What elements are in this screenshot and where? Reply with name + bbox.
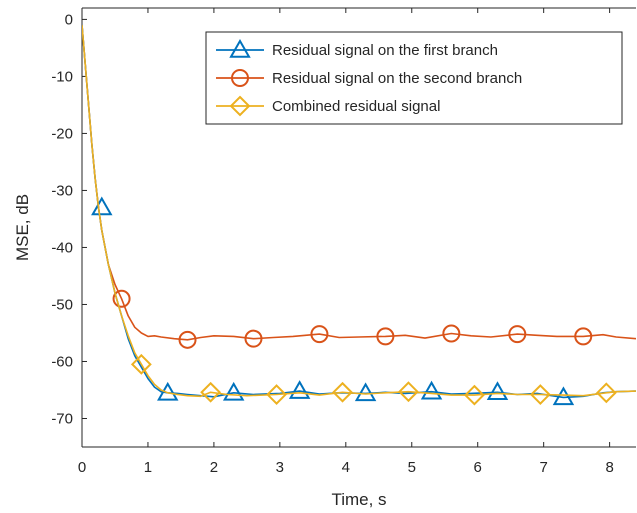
diamond-marker — [529, 384, 551, 405]
y-tick-label: -50 — [51, 296, 73, 313]
diamond-marker — [595, 382, 617, 404]
x-tick-label: 8 — [605, 459, 613, 476]
series-line-diamond — [82, 25, 636, 398]
diamond-marker — [398, 381, 419, 403]
series-group — [82, 25, 636, 406]
circle-marker — [244, 329, 263, 348]
y-tick-label: -10 — [51, 68, 73, 85]
y-tick-label: -20 — [51, 125, 73, 142]
y-tick-label: -40 — [51, 239, 73, 256]
triangle-marker — [91, 196, 113, 216]
circle-marker — [376, 327, 395, 346]
diamond-marker — [130, 353, 152, 375]
legend-box — [205, 31, 623, 125]
y-tick-label: -60 — [51, 353, 73, 370]
triangle-marker — [420, 380, 443, 400]
triangle-marker — [354, 382, 377, 402]
y-tick-label: -30 — [51, 182, 73, 199]
y-tick-label: 0 — [65, 11, 73, 28]
x-tick-label: 0 — [78, 459, 86, 476]
circle-marker — [508, 325, 527, 344]
series-diamond — [82, 25, 636, 406]
x-tick-label: 1 — [144, 459, 152, 476]
circle-marker — [442, 324, 461, 343]
diamond-marker — [200, 381, 222, 403]
triangle-marker — [288, 380, 311, 399]
tick-labels: 0 1 2 3 4 5 6 7 8 0 -10 -20 -30 -40 -50 -60 -70 — [51, 11, 613, 476]
legend-label: Combined residual signal — [272, 98, 440, 115]
legend-label: Residual signal on the first branch — [272, 42, 498, 59]
x-tick-label: 3 — [276, 459, 284, 476]
diamond-marker — [464, 384, 485, 406]
legend-label: Residual signal on the second branch — [272, 70, 522, 87]
circle-marker — [574, 327, 593, 346]
x-tick-label: 4 — [342, 459, 350, 476]
triangle-marker — [486, 381, 509, 401]
y-axis-label: MSE, dB — [13, 194, 32, 261]
triangle-marker — [222, 381, 245, 401]
diamond-marker — [266, 384, 287, 405]
circle-marker — [178, 330, 197, 349]
legend-circle-icon — [231, 69, 249, 87]
y-tick-label: -70 — [51, 410, 73, 427]
circle-marker — [310, 325, 329, 344]
x-tick-label: 6 — [474, 459, 482, 476]
x-tick-label: 5 — [408, 459, 416, 476]
axes — [81, 7, 636, 448]
legend: Residual signal on the first branch Resid… — [205, 31, 623, 125]
x-tick-label: 2 — [210, 459, 218, 476]
triangle-marker — [552, 386, 575, 406]
circle-marker — [112, 289, 131, 308]
x-axis-label: Time, s — [331, 490, 386, 509]
legend-diamond-icon — [229, 95, 251, 117]
legend-triangle-icon — [229, 38, 251, 58]
x-tick-label: 7 — [539, 459, 547, 476]
diamond-marker — [332, 381, 353, 403]
